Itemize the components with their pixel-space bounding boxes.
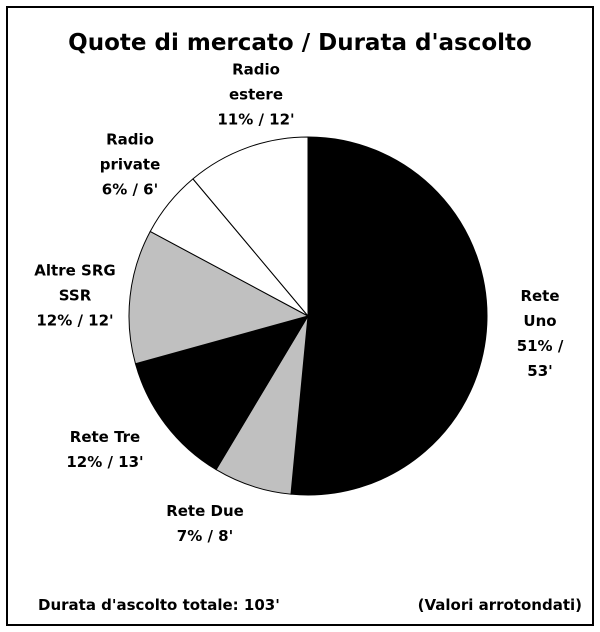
slice-label: Radio private 6% / 6' (100, 128, 161, 203)
chart-title: Quote di mercato / Durata d'ascolto (68, 30, 532, 56)
value-label: 7% / 8' (176, 527, 234, 545)
pie-slice (134, 315, 309, 471)
category-label: Radio estere (228, 60, 284, 104)
slice-label: Radio estere 11% / 12' (217, 58, 294, 133)
footnote: (Valori arrotondati) (417, 596, 582, 614)
value-label: 12% / 12' (36, 311, 114, 330)
category-label: Rete Due (166, 502, 244, 520)
slice-label: Altre SRG SSR 12% / 12' (34, 259, 115, 334)
value-label: 12% / 13' (66, 453, 144, 471)
value-label: 11% / 12' (217, 110, 295, 129)
pie-slice (192, 136, 309, 317)
slice-label: Rete Tre 12% / 13' (66, 425, 143, 475)
slice-label: Rete Uno 51% / 53' (510, 284, 570, 384)
category-label: Rete Tre (69, 428, 141, 446)
value-label: 6% / 6' (101, 180, 159, 199)
pie-slice (128, 230, 309, 365)
value-label: 51% / 53' (516, 337, 564, 380)
pie-slice (290, 136, 488, 496)
category-label: Altre SRG SSR (34, 261, 116, 305)
slice-label: Rete Due 7% / 8' (166, 499, 244, 549)
category-label: Radio private (99, 130, 161, 174)
footnote: Durata d'ascolto totale: 103' (38, 596, 280, 614)
category-label: Rete Uno (520, 287, 560, 330)
